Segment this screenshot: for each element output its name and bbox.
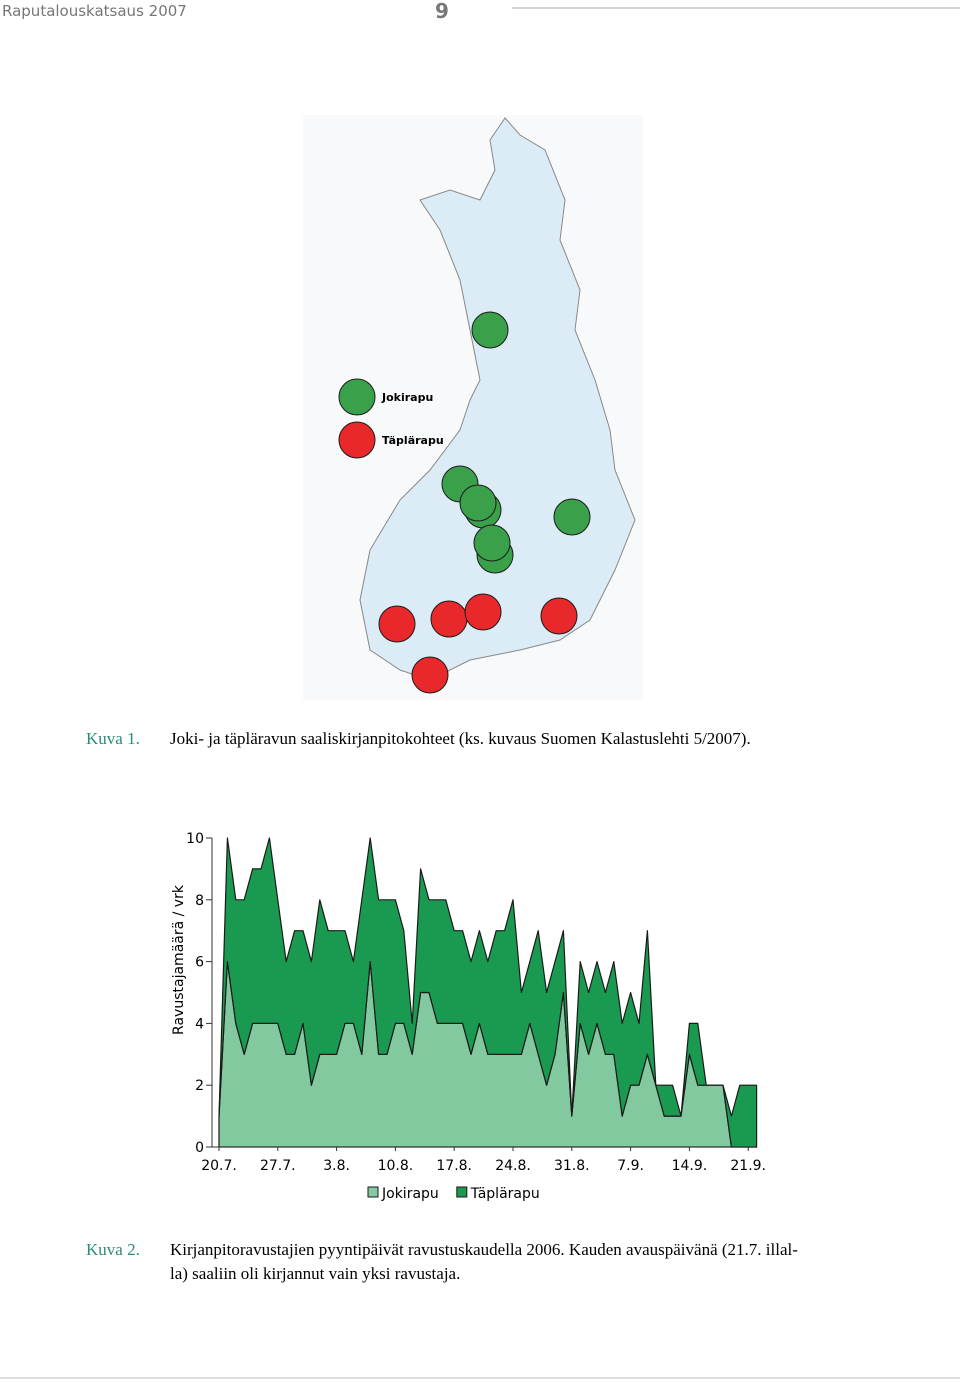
page-number: 9 (435, 0, 449, 23)
y-tick-label: 4 (195, 1016, 204, 1032)
legend-marker (338, 421, 376, 459)
site-jokirapu (471, 311, 509, 349)
area (218, 837, 758, 1148)
site-jokirapu (459, 484, 497, 522)
site-taplarapu (540, 597, 578, 635)
legend-swatch (456, 1186, 468, 1198)
x-tick-label: 14.9. (672, 1158, 708, 1174)
site-taplarapu (411, 656, 449, 694)
site-taplarapu (430, 600, 468, 638)
legend-swatch (367, 1186, 379, 1198)
x-tick-label: 10.8. (378, 1158, 414, 1174)
site-taplarapu (378, 605, 416, 643)
caption: la) saaliin oli kirjannut vain yksi ravu… (170, 1264, 460, 1283)
y-tick-label: 0 (195, 1140, 204, 1156)
x-tick-label: 24.8. (495, 1158, 531, 1174)
x-tick-label: 27.7. (260, 1158, 296, 1174)
legend-label: Täplärapu (470, 1186, 540, 1202)
y-axis-label: Ravustajamäärä / vrk (171, 884, 187, 1035)
site-taplarapu (464, 593, 502, 631)
map-sites (338, 311, 591, 694)
y-tick-label: 6 (195, 955, 204, 971)
site-jokirapu (473, 524, 511, 562)
x-tick-label: 31.8. (554, 1158, 590, 1174)
caption: Joki- ja täpläravun saaliskirjanpitokoht… (170, 729, 751, 748)
legend-label: Jokirapu (381, 1186, 439, 1202)
map-legend-label: Täplärapu (382, 434, 444, 447)
caption-label: Kuva 2. (86, 1240, 140, 1259)
y-tick-label: 10 (186, 831, 204, 847)
caption: Kirjanpitoravustajien pyyntipäivät ravus… (170, 1240, 798, 1259)
map-legend-label: Jokirapu (381, 391, 433, 404)
x-tick-label: 3.8. (323, 1158, 350, 1174)
x-tick-label: 20.7. (201, 1158, 237, 1174)
site-jokirapu (553, 498, 591, 536)
x-tick-label: 7.9. (617, 1158, 644, 1174)
header-title: Raputalouskatsaus 2007 (2, 2, 187, 20)
chart: 0 2 4 6 8 10 20.7. 27.7. 3.8. 10.8. 17.8. 24.8. 31.8… (171, 831, 766, 1202)
y-tick-label: 8 (195, 893, 204, 909)
x-tick-label: 17.8. (436, 1158, 472, 1174)
y-tick-label: 2 (195, 1078, 204, 1094)
caption-label: Kuva 1. (86, 729, 140, 748)
legend-marker (338, 378, 376, 416)
x-tick-label: 21.9. (730, 1158, 766, 1174)
map-finland (359, 117, 636, 681)
